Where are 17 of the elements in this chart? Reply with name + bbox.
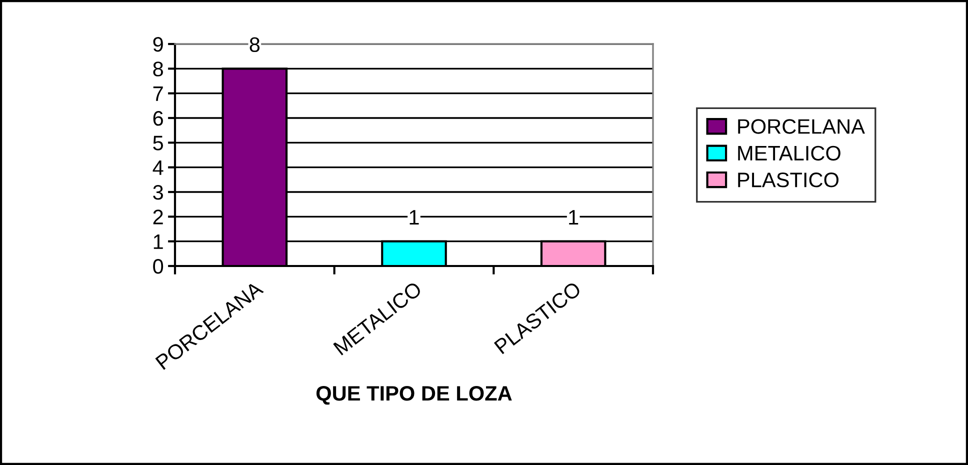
data-label: 8: [250, 37, 260, 52]
data-label: 1: [410, 210, 419, 225]
y-tick-label: 3: [153, 185, 163, 200]
y-tick-label: 8: [153, 62, 163, 76]
y-tick-label: 2: [153, 210, 163, 224]
legend-label: PORCELANA: [738, 119, 865, 134]
y-tick-label: 1: [154, 234, 163, 249]
legend-label: METALICO: [738, 146, 840, 161]
y-tick-label: 5: [153, 136, 164, 150]
x-axis-title: QUE TIPO DE LOZA: [316, 386, 512, 405]
y-tick-label: 6: [153, 111, 163, 126]
y-tick-label: 0: [153, 259, 164, 274]
data-label: 1: [569, 210, 578, 225]
y-tick-label: 9: [153, 37, 163, 52]
legend-label: PLASTICO: [738, 172, 838, 188]
y-tick-label: 4: [152, 160, 164, 175]
y-tick-label: 7: [153, 86, 163, 101]
